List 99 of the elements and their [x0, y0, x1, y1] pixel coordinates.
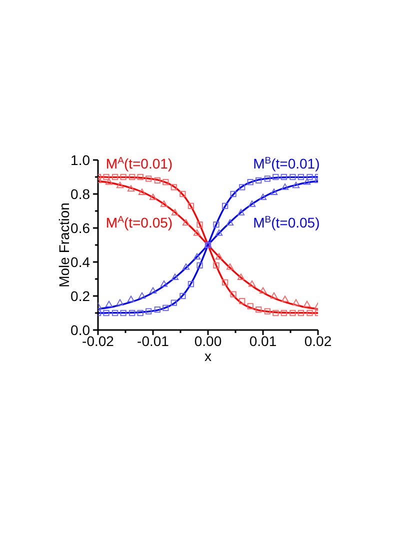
point	[138, 188, 146, 195]
point	[272, 310, 279, 316]
series-label: M$^{A}$(t=0.05)	[106, 214, 173, 230]
point	[193, 253, 201, 260]
point	[292, 299, 300, 306]
point	[239, 184, 246, 190]
point	[222, 279, 228, 286]
x-axis-title: x	[204, 348, 212, 364]
point	[170, 300, 177, 306]
point	[230, 190, 236, 198]
point	[215, 229, 223, 236]
point	[303, 178, 311, 185]
point	[180, 292, 186, 300]
point	[138, 292, 146, 299]
y-tick-label: 0.2	[70, 288, 90, 304]
point	[306, 310, 313, 316]
y-tick-label: 1.0	[70, 152, 90, 168]
point	[182, 263, 190, 270]
point	[213, 222, 220, 228]
point	[239, 298, 246, 304]
x-tick-label: 0.02	[304, 333, 332, 349]
point	[154, 306, 160, 313]
series-label: M$^{A}$(t=0.01)	[106, 154, 173, 172]
series-label: M$^{B}$(t=0.01)	[253, 154, 320, 172]
point	[222, 202, 228, 209]
point	[188, 281, 194, 288]
point	[180, 190, 186, 198]
point	[103, 174, 110, 180]
point	[247, 179, 254, 186]
point	[105, 300, 113, 308]
point	[129, 174, 136, 180]
point	[298, 174, 304, 180]
point	[112, 310, 118, 316]
y-tick-label: 0.8	[70, 186, 90, 202]
point	[160, 280, 168, 287]
point	[127, 296, 135, 302]
point	[171, 209, 179, 216]
point	[137, 174, 144, 180]
series-label: M$^{B}$(t=0.05)	[253, 214, 320, 230]
point	[196, 222, 203, 228]
point	[256, 306, 262, 313]
point	[281, 296, 289, 302]
point	[237, 274, 245, 280]
point	[120, 174, 126, 180]
point	[103, 310, 110, 316]
point	[116, 299, 124, 306]
point	[292, 182, 300, 188]
point	[160, 200, 168, 207]
point	[280, 174, 287, 180]
point	[154, 177, 160, 184]
point	[162, 179, 169, 186]
x-tick-label: -0.01	[137, 333, 170, 349]
point	[215, 253, 223, 260]
point	[137, 310, 144, 316]
point	[298, 310, 304, 316]
point	[259, 194, 267, 200]
point	[272, 174, 279, 180]
point	[280, 310, 287, 316]
point	[149, 194, 157, 200]
point	[270, 188, 278, 195]
x-tick-label: 0.01	[249, 333, 277, 349]
point	[237, 209, 245, 216]
point	[129, 310, 136, 316]
point	[171, 274, 179, 280]
point	[290, 310, 296, 316]
point	[226, 263, 234, 270]
y-tick-label: 0.4	[70, 254, 90, 270]
point	[162, 304, 169, 311]
x-tick-label: 0.00	[194, 333, 222, 349]
point	[303, 300, 311, 308]
point	[196, 262, 203, 268]
point	[149, 287, 157, 294]
point	[120, 310, 126, 316]
y-axis-title: Mole Fraction	[56, 202, 72, 288]
point	[193, 229, 201, 236]
point	[213, 262, 220, 268]
point	[290, 174, 296, 180]
point	[146, 176, 152, 182]
point	[127, 185, 135, 192]
point	[259, 287, 267, 294]
point	[264, 176, 270, 182]
point	[306, 174, 313, 180]
point	[281, 184, 289, 190]
point	[116, 182, 124, 188]
point	[105, 178, 113, 185]
point	[230, 291, 236, 298]
point	[112, 174, 118, 180]
point	[248, 200, 256, 207]
point	[256, 177, 262, 184]
point	[146, 308, 152, 314]
point	[264, 308, 270, 314]
point	[248, 280, 256, 287]
point	[247, 303, 254, 310]
point	[226, 219, 234, 226]
point	[170, 184, 177, 190]
y-tick-label: 0.6	[70, 220, 90, 236]
point	[188, 202, 194, 209]
point	[270, 292, 278, 299]
point	[182, 219, 190, 226]
